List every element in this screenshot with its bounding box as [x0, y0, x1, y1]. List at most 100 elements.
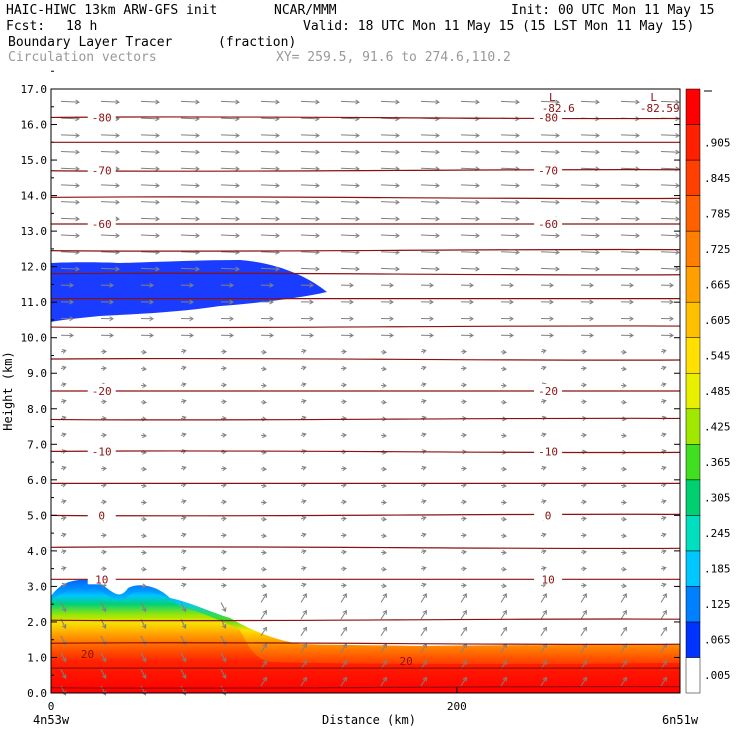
init-time: Init: 00 UTC Mon 11 May 15 — [511, 3, 715, 18]
circulation-vector-head — [555, 132, 560, 138]
circulation-vector-head — [382, 516, 387, 522]
circulation-vector-head — [101, 623, 107, 629]
circulation-vector — [340, 201, 360, 203]
circulation-vector — [380, 677, 387, 687]
isotherm-label: -80 — [538, 111, 558, 124]
circulation-vector-head — [355, 132, 360, 138]
circulation-vector-head — [595, 166, 600, 172]
circulation-vector-head — [515, 149, 520, 155]
circulation-vector-head — [582, 659, 587, 665]
circulation-vector-head — [181, 499, 187, 505]
circulation-vector-head — [502, 566, 507, 572]
circulation-vector-head — [622, 466, 627, 472]
circulation-vector-head — [115, 99, 120, 105]
circulation-vector-head — [509, 299, 514, 305]
circulation-vector-head — [275, 233, 280, 239]
circulation-vector-head — [142, 349, 147, 355]
circulation-vector — [420, 167, 440, 170]
x-tick-label: 200 — [447, 700, 467, 713]
circulation-vector-head — [435, 249, 440, 255]
contour-annotation: 20 — [81, 648, 94, 661]
circulation-vector-head — [301, 382, 307, 388]
circulation-vector-head — [635, 199, 640, 205]
circulation-vector-head — [502, 466, 507, 472]
circulation-vector-head — [61, 365, 67, 371]
circulation-vector-head — [629, 332, 634, 338]
circulation-vector-head — [61, 657, 67, 663]
isotherm-label-bg — [534, 110, 563, 123]
circulation-vector-head — [635, 99, 640, 105]
circulation-vector-head — [342, 659, 347, 665]
circulation-vector — [340, 643, 347, 653]
circulation-vector — [60, 100, 80, 103]
circulation-vector-head — [181, 465, 187, 471]
circulation-vector-head — [382, 433, 387, 439]
isotherm-line — [50, 618, 681, 622]
circulation-vector-head — [582, 399, 587, 405]
circulation-vector — [420, 217, 440, 220]
circulation-vector — [180, 184, 200, 187]
circulation-vector — [420, 677, 427, 687]
circulation-vector-head — [475, 233, 480, 239]
circulation-vector — [420, 134, 440, 137]
y-tick-label: 0.0 — [27, 687, 47, 700]
colorbar-label: .545 — [704, 349, 731, 362]
circulation-vector — [380, 267, 400, 270]
circulation-vector-head — [429, 282, 434, 288]
circulation-vector — [660, 234, 680, 237]
circulation-vector — [100, 201, 120, 203]
circulation-vector-head — [195, 166, 200, 172]
circulation-vector-head — [142, 399, 147, 405]
circulation-vector-head — [635, 233, 640, 239]
circulation-vector — [420, 643, 427, 653]
colorbar-label: .065 — [704, 634, 731, 647]
circulation-vector-head — [75, 132, 80, 138]
circulation-vector-head — [342, 583, 347, 588]
circulation-vector — [660, 134, 680, 137]
circulation-vector-head — [101, 674, 107, 679]
circulation-vector — [300, 151, 320, 153]
circulation-vector — [420, 627, 427, 637]
circulation-vector — [340, 184, 360, 187]
circulation-vector-head — [549, 299, 554, 305]
circulation-vector — [260, 234, 280, 237]
circulation-vector — [260, 201, 280, 203]
circulation-vector — [620, 677, 627, 687]
circulation-vector-head — [142, 550, 147, 555]
circulation-vector-head — [549, 332, 554, 338]
circulation-vector-head — [101, 607, 107, 613]
circulation-vector — [460, 251, 480, 253]
circulation-vector-head — [475, 266, 480, 272]
colorbar-label: .305 — [704, 492, 731, 505]
plot-frame — [50, 88, 681, 694]
circulation-vector-head — [515, 199, 520, 205]
circulation-vector-head — [315, 183, 320, 189]
circulation-vector-head — [301, 499, 307, 505]
circulation-vector — [300, 267, 320, 270]
circulation-vector-head — [222, 583, 227, 588]
circulation-vector-head — [61, 449, 67, 454]
circulation-vector-head — [502, 499, 507, 505]
y-tick-label: 16.0 — [21, 119, 48, 132]
circulation-vector — [340, 267, 360, 270]
circulation-vector-head — [189, 299, 194, 305]
isotherm-label-bg — [87, 444, 116, 457]
circulation-vector — [220, 217, 240, 220]
circulation-vector-head — [301, 582, 307, 588]
circulation-vector — [180, 134, 200, 137]
circulation-vector-head — [262, 626, 267, 632]
circulation-vector — [220, 602, 226, 612]
circulation-vector-head — [475, 116, 480, 122]
circulation-vector-head — [181, 415, 187, 421]
circulation-vector — [660, 677, 667, 687]
circulation-vector-head — [315, 266, 320, 272]
y-tick-label: 8.0 — [27, 403, 47, 416]
circulation-vector-head — [475, 132, 480, 138]
field-name: Boundary Layer Tracer — [8, 35, 173, 50]
circulation-vector — [100, 602, 106, 612]
circulation-vector-head — [421, 465, 427, 471]
circulation-vector-head — [102, 532, 107, 538]
circulation-vector-head — [421, 348, 427, 354]
circulation-vector-head — [315, 132, 320, 138]
circulation-vector-head — [195, 199, 200, 205]
